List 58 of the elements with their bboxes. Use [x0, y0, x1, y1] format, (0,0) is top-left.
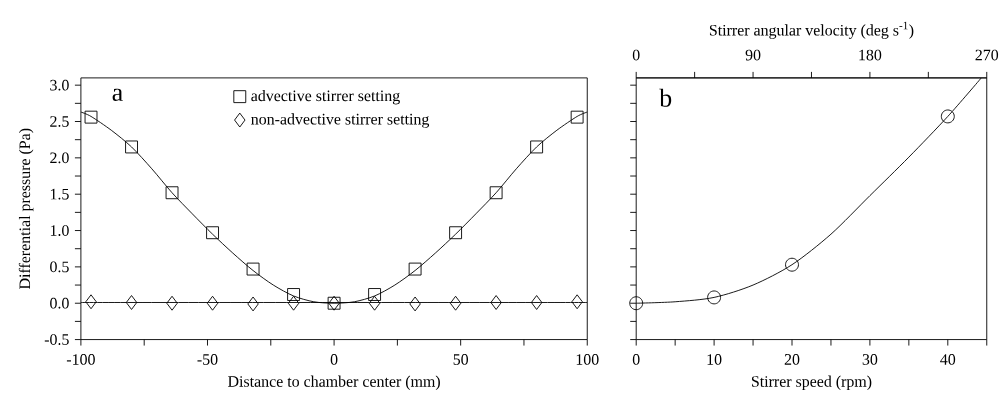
- annotation: b: [659, 88, 672, 107]
- x-tick-label: -50: [197, 353, 218, 365]
- point: [85, 294, 97, 309]
- x2-tick-label: 180: [859, 49, 882, 61]
- point: [125, 294, 138, 310]
- x-tick-label: 0: [330, 353, 338, 365]
- point: [287, 287, 300, 301]
- point: [247, 296, 259, 312]
- point: [489, 186, 503, 199]
- x2-tick-label: 90: [745, 49, 761, 61]
- y-tick-label: 2.0: [50, 152, 69, 164]
- x-tick-label: 40: [940, 353, 956, 365]
- x-tick-label: 20: [784, 353, 800, 365]
- point: [206, 295, 219, 311]
- y-tick-label: -0.5: [44, 333, 69, 345]
- x-tick-label: 30: [862, 353, 878, 365]
- point: [409, 296, 421, 312]
- point: [707, 290, 722, 305]
- legend-label: advective stirrer setting: [251, 89, 400, 105]
- x-tick-label: 100: [576, 353, 599, 365]
- x2-axis-title: Stirrer angular velocity (deg s$^{-1}$): [709, 21, 914, 39]
- point: [246, 262, 260, 276]
- x-axis-title: Distance to chamber center (mm): [228, 375, 440, 390]
- annotation: a: [112, 88, 123, 101]
- point: [449, 295, 462, 311]
- point: [940, 109, 955, 124]
- point: [125, 140, 138, 154]
- point: [368, 287, 382, 301]
- x-tick-label: 0: [632, 353, 640, 365]
- point: [165, 186, 179, 199]
- point: [368, 295, 381, 311]
- x-tick-label: -100: [66, 353, 95, 365]
- y-tick-label: 3.0: [50, 79, 69, 91]
- x-tick-label: 50: [453, 353, 469, 365]
- y-tick-label: 1.0: [50, 224, 69, 236]
- x2-tick-label: 270: [975, 49, 999, 61]
- point: [84, 110, 98, 124]
- y-tick-label: 0.0: [50, 297, 69, 309]
- y-tick-label: 1.5: [50, 188, 69, 200]
- x2-tick-label: 0: [632, 49, 640, 61]
- x-tick-label: 10: [707, 353, 722, 365]
- point: [785, 257, 799, 272]
- y-tick-label: 0.5: [50, 261, 69, 273]
- point: [530, 140, 544, 154]
- point: [570, 110, 584, 124]
- point: [408, 262, 422, 276]
- y-axis-title: Differential pressure (Pa): [18, 128, 34, 289]
- legend-label: non-advective stirrer setting: [251, 113, 430, 128]
- y-tick-label: 2.5: [50, 115, 69, 127]
- point: [206, 226, 219, 239]
- point: [490, 294, 502, 310]
- point: [287, 295, 300, 311]
- x-axis-title: Stirrer speed (rpm): [751, 375, 872, 390]
- point: [449, 226, 463, 239]
- point: [166, 295, 178, 311]
- point: [530, 294, 543, 310]
- point: [571, 294, 583, 309]
- point: [629, 296, 644, 310]
